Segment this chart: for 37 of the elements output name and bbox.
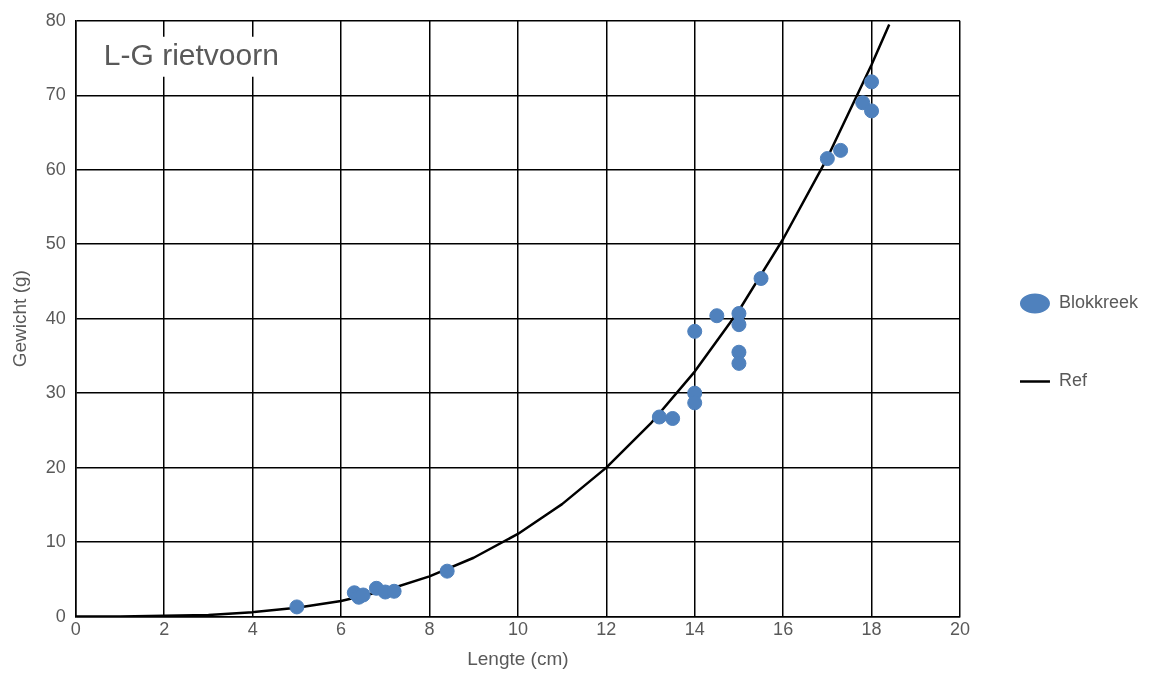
y-tick-label: 30 [45, 382, 66, 403]
x-tick-label: 14 [684, 619, 705, 640]
x-tick-label: 12 [596, 619, 617, 640]
point [753, 270, 769, 286]
y-tick-label: 0 [55, 605, 66, 626]
x-tick-label: 6 [336, 619, 347, 640]
legend-label: Ref [1058, 370, 1088, 391]
y-tick-label: 20 [45, 456, 66, 477]
y-tick-label: 40 [45, 307, 66, 328]
point [731, 317, 747, 333]
y-tick-label: 50 [45, 233, 66, 254]
x-tick-label: 20 [949, 619, 970, 640]
x-tick-label: 18 [861, 619, 882, 640]
point [665, 411, 681, 426]
x-tick-label: 10 [507, 619, 528, 640]
y-tick-label: 10 [45, 531, 66, 552]
point [651, 409, 667, 425]
y-axis-title: Gewicht (g) [8, 270, 30, 368]
legend-label: Blokkreek [1058, 292, 1139, 313]
point [833, 142, 849, 158]
point [819, 151, 835, 167]
y-tick-label: 70 [45, 84, 66, 105]
x-tick-label: 4 [247, 619, 258, 640]
point [864, 103, 880, 119]
x-tick-label: 0 [70, 619, 81, 640]
x-tick-label: 2 [159, 619, 170, 640]
y-tick-label: 60 [45, 158, 66, 179]
point [864, 74, 880, 90]
point [439, 563, 455, 579]
point [289, 599, 305, 615]
x-tick-label: 8 [424, 619, 435, 640]
x-tick-label: 16 [773, 619, 794, 640]
y-tick-label: 80 [45, 9, 66, 30]
x-axis-title: Lengte (cm) [467, 647, 569, 669]
text: L-G rietvoorn [103, 38, 279, 72]
point [709, 308, 725, 324]
point [687, 323, 703, 339]
